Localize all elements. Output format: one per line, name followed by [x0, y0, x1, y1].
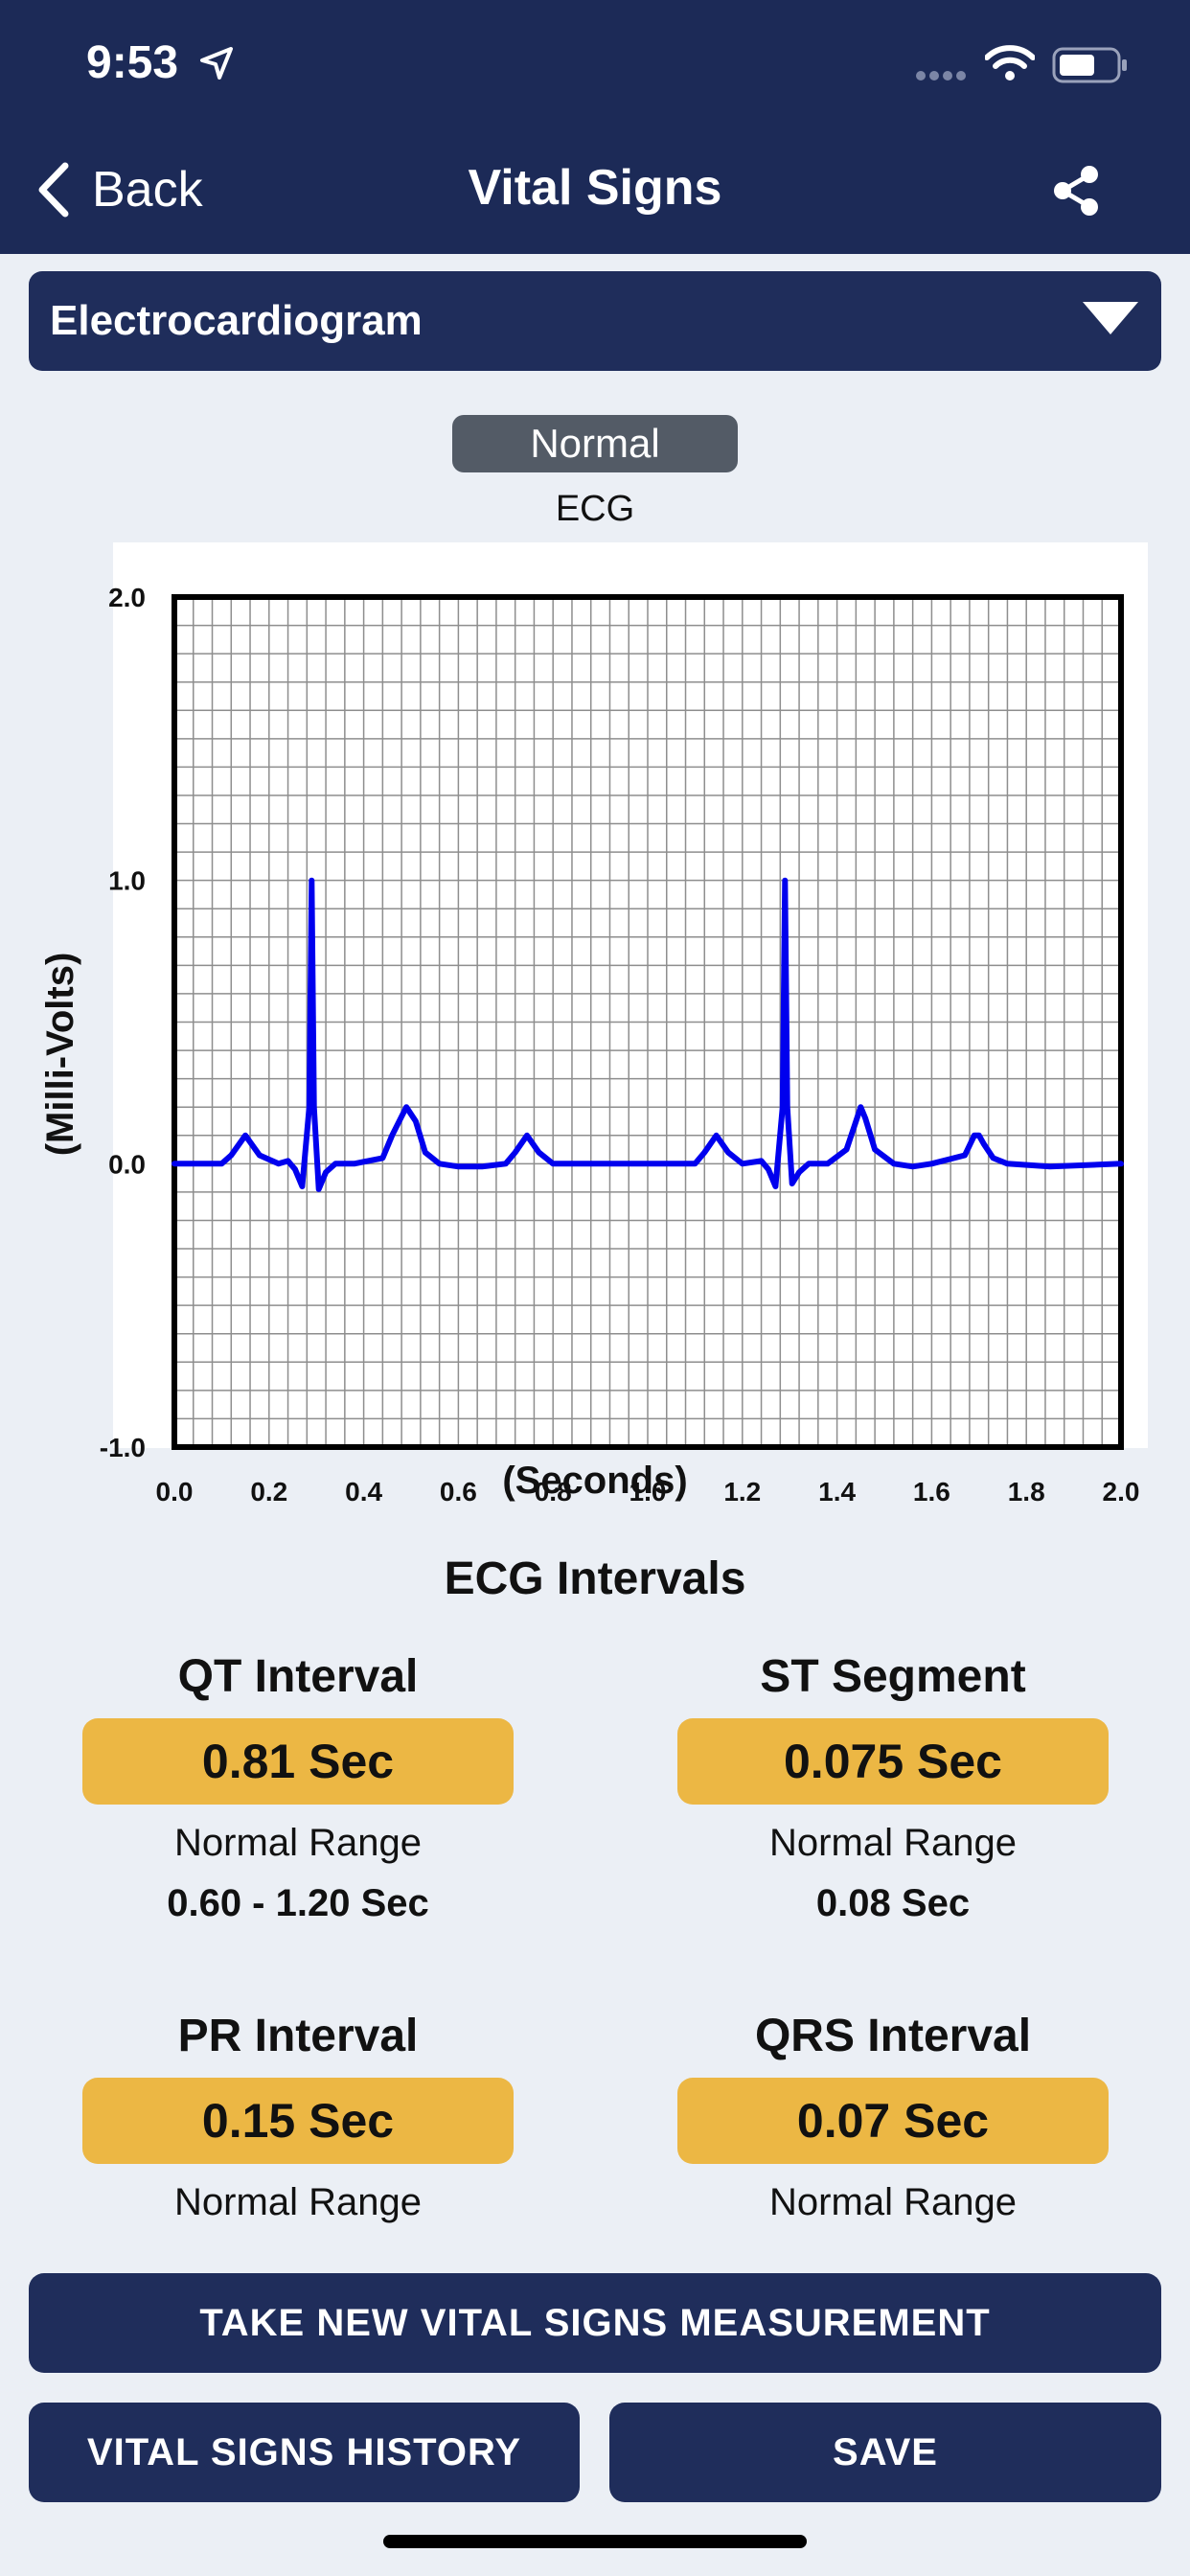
ecg-status-badge: Normal [452, 415, 738, 472]
pr-interval-card: PR Interval 0.15 Sec Normal Range [82, 2003, 514, 2229]
x-tick-label: 0.2 [250, 1477, 287, 1506]
chart-title: ECG [555, 489, 635, 529]
chevron-left-icon [38, 162, 69, 218]
x-tick-label: 1.8 [1008, 1477, 1045, 1506]
y-tick-label: 2.0 [108, 583, 146, 612]
interval-name: ST Segment [760, 1651, 1026, 1702]
x-tick-label: 1.0 [629, 1477, 667, 1506]
wifi-icon [985, 45, 1035, 80]
intervals-title: ECG Intervals [444, 1553, 746, 1604]
normal-range-value: 0.60 - 1.20 Sec [167, 1882, 429, 1924]
chart-background [113, 542, 1148, 1448]
interval-name: PR Interval [177, 2011, 419, 2061]
plot-frame [172, 594, 1124, 1450]
vital-signs-history-button[interactable]: VITAL SIGNS HISTORY [29, 2403, 580, 2502]
status-time: 9:53 [86, 37, 179, 88]
y-tick-label: 0.0 [108, 1149, 146, 1179]
interval-value: 0.15 Sec [82, 2078, 514, 2164]
x-tick-label: 0.4 [345, 1477, 382, 1506]
share-icon[interactable] [1050, 165, 1102, 217]
x-tick-label: 1.4 [818, 1477, 856, 1506]
take-new-measurement-button[interactable]: TAKE NEW VITAL SIGNS MEASUREMENT [29, 2273, 1161, 2373]
x-tick-label: 0.0 [156, 1477, 194, 1506]
qrs-interval-card: QRS Interval 0.07 Sec Normal Range [677, 2003, 1109, 2229]
normal-range-label: Normal Range [769, 1822, 1017, 1864]
page-title: Vital Signs [468, 160, 722, 216]
interval-value: 0.07 Sec [677, 2078, 1109, 2164]
x-tick-label: 1.2 [723, 1477, 761, 1506]
caret-down-icon [1083, 302, 1138, 334]
x-tick-label: 1.6 [913, 1477, 950, 1506]
interval-name: QRS Interval [754, 2011, 1032, 2061]
back-label: Back [92, 162, 203, 218]
x-axis-label: (Seconds) [502, 1460, 687, 1502]
top-bar: 9:53 Back Vital Signs [0, 0, 1190, 254]
measurement-type-dropdown[interactable]: Electrocardiogram [29, 271, 1161, 371]
dropdown-selected-label: Electrocardiogram [50, 297, 423, 344]
x-tick-label: 2.0 [1103, 1477, 1140, 1506]
home-indicator [383, 2535, 807, 2548]
y-tick-label: 1.0 [108, 866, 146, 896]
x-tick-label: 0.6 [440, 1477, 477, 1506]
ecg-trace-line [172, 877, 1124, 1192]
normal-range-label: Normal Range [769, 2181, 1017, 2223]
location-arrow-icon [200, 47, 233, 80]
normal-range-label: Normal Range [174, 1822, 422, 1864]
normal-range-label: Normal Range [174, 2181, 422, 2223]
back-button[interactable]: Back [36, 158, 203, 221]
save-button[interactable]: SAVE [609, 2403, 1161, 2502]
ecg-chart: 0.0 0.2 0.4 0.6 0.8 1.0 1.2 1.4 1.6 1.8 2.0 2.0 1.0… [39, 542, 1148, 1506]
interval-value: 0.075 Sec [677, 1718, 1109, 1805]
battery-icon [1052, 47, 1127, 83]
y-tick-label: -1.0 [100, 1433, 146, 1462]
interval-name: QT Interval [177, 1651, 419, 1702]
cellular-signal-icon [916, 71, 966, 80]
normal-range-value: 0.08 Sec [815, 1882, 971, 1924]
interval-value: 0.81 Sec [82, 1718, 514, 1805]
qt-interval-card: QT Interval 0.81 Sec Normal Range 0.60 -… [82, 1644, 514, 1937]
x-tick-label: 0.8 [535, 1477, 572, 1506]
st-segment-card: ST Segment 0.075 Sec Normal Range 0.08 S… [677, 1644, 1109, 1937]
y-axis-label: (Milli-Volts) [39, 953, 81, 1157]
